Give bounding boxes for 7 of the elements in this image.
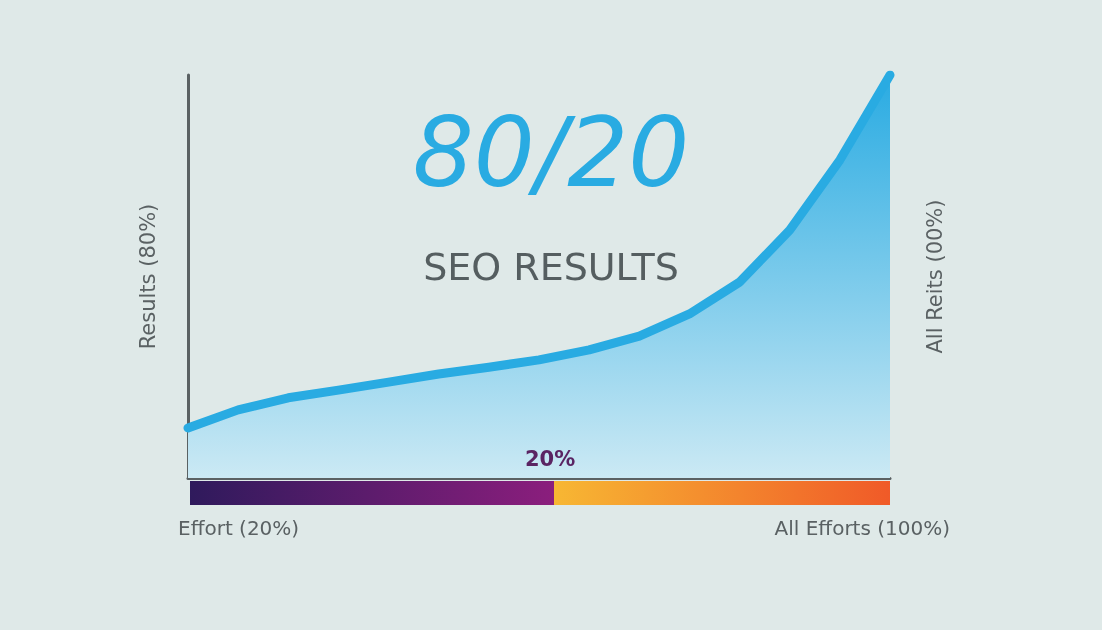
text: All Efforts (100%) — [774, 516, 951, 540]
y2-axis-title: All Reits (00%) — [922, 199, 947, 354]
text: Effort (20%) — [178, 516, 300, 540]
chart-title: 80/20 — [412, 97, 690, 209]
annotation: 20% — [524, 446, 576, 471]
y-axis-title: Results (80%) — [135, 203, 160, 350]
text: SEO RESULTS — [423, 245, 679, 289]
